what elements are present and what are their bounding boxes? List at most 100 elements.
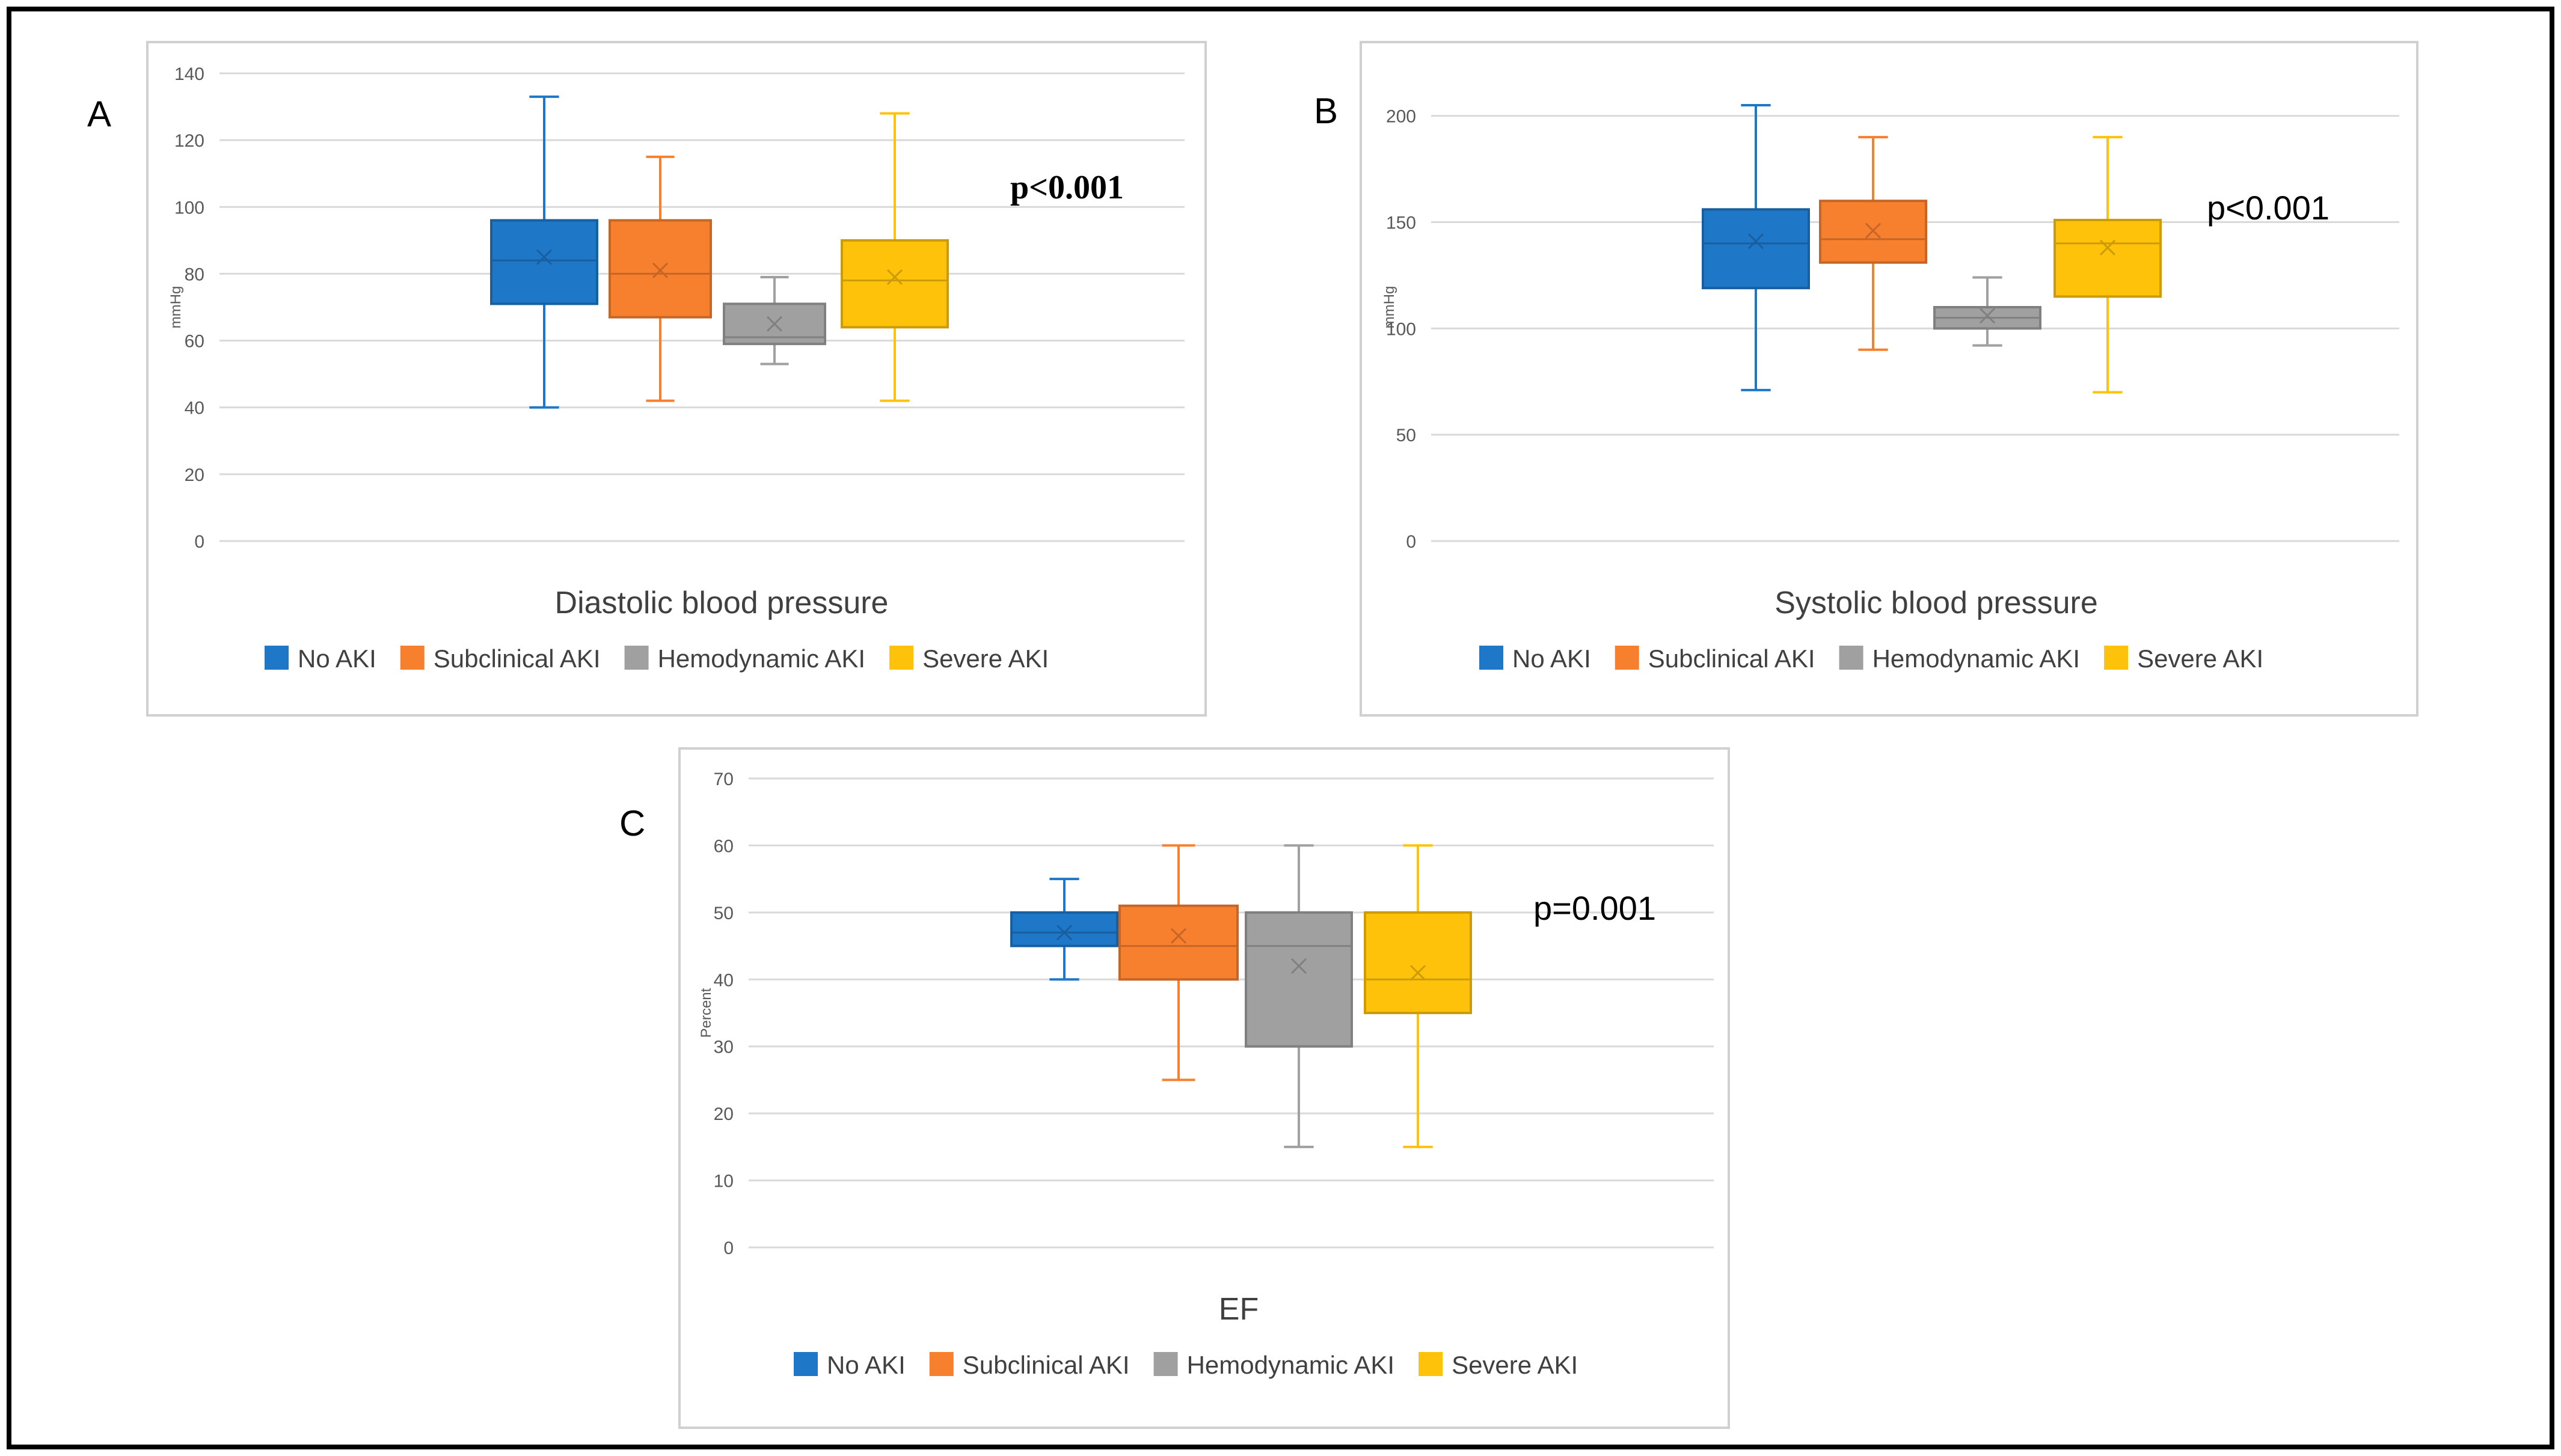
y-tick-label: 40: [714, 970, 734, 990]
y-axis-label: mmHg: [168, 286, 184, 329]
legend-swatch: [794, 1352, 818, 1376]
panel-letter: A: [87, 94, 111, 134]
legend-label: No AKI: [298, 644, 376, 673]
y-tick-label: 140: [174, 64, 204, 84]
y-tick-label: 50: [714, 904, 734, 923]
legend-label: Subclinical AKI: [963, 1351, 1130, 1379]
box-c-1: [1010, 878, 1118, 981]
legend-label: Severe AKI: [2137, 644, 2263, 673]
y-tick-label: 60: [185, 332, 204, 352]
y-tick-label: 100: [174, 198, 204, 218]
panel-b: 0 50 100 150 200 mmHg Bp<0.001 Systolic blood p…: [1314, 41, 2418, 717]
iqr-box: [1010, 911, 1118, 947]
mean-marker: [1409, 965, 1426, 981]
y-tick-label: 120: [174, 131, 204, 151]
y-tick-label: 150: [1386, 213, 1416, 233]
box-b-2: [1819, 136, 1927, 351]
legend-swatch: [2104, 646, 2129, 670]
iqr-box: [1364, 911, 1472, 1015]
p-value: p<0.001: [2207, 189, 2329, 227]
mean-marker: [652, 262, 669, 278]
legend: No AKI Subclinical AKI Hemodynamic AKI Seve…: [265, 644, 1049, 673]
legend-label: Severe AKI: [1452, 1351, 1578, 1379]
legend-label: Subclinical AKI: [434, 644, 601, 673]
panel-letter: B: [1314, 91, 1338, 131]
iqr-box: [1118, 904, 1239, 981]
legend: No AKI Subclinical AKI Hemodynamic AKI Seve…: [794, 1351, 1578, 1379]
y-tick-label: 80: [185, 265, 204, 284]
y-tick-label: 50: [1396, 426, 1416, 445]
p-value: p<0.001: [1010, 169, 1124, 206]
chart-title: Diastolic blood pressure: [555, 586, 889, 620]
y-tick-label: 0: [723, 1238, 734, 1258]
y-axis-label: mmHg: [1381, 286, 1397, 329]
mean-marker: [1979, 308, 1996, 324]
legend-swatch: [1839, 646, 1863, 670]
p-value: p=0.001: [1533, 889, 1656, 927]
legend-label: No AKI: [827, 1351, 906, 1379]
box-a-2: [609, 155, 712, 402]
panel-letter: C: [619, 803, 645, 843]
box-c-3: [1245, 844, 1353, 1148]
iqr-box: [841, 239, 949, 329]
chart-title: Systolic blood pressure: [1774, 586, 2098, 620]
box-b-1: [1702, 104, 1810, 391]
legend-label: Hemodynamic AKI: [1187, 1351, 1394, 1379]
chart-title: EF: [1219, 1292, 1259, 1327]
legend-label: Hemodynamic AKI: [1872, 644, 2080, 673]
box-a-3: [723, 275, 826, 366]
legend-swatch: [889, 646, 914, 670]
box-c-4: [1364, 844, 1472, 1148]
panel-c: 0 10 20 30 40 50 60 70 Percent Cp=0.001 EF No AKI Su…: [619, 747, 1730, 1429]
y-tick-label: 70: [714, 769, 734, 789]
mean-marker: [1747, 233, 1764, 249]
box-b-4: [2053, 136, 2162, 394]
panel-b-border: [1360, 41, 2418, 717]
figure-frame: [7, 7, 2554, 1449]
y-tick-label: 100: [1386, 319, 1416, 339]
box-b-3: [1933, 276, 2041, 347]
y-axis-label: Percent: [698, 988, 714, 1038]
y-tick-label: 10: [714, 1172, 734, 1191]
box-a-4: [841, 112, 949, 402]
legend-label: Hemodynamic AKI: [658, 644, 865, 673]
iqr-box: [490, 219, 598, 305]
box-a-1: [490, 95, 598, 409]
legend-label: Subclinical AKI: [1648, 644, 1815, 673]
y-tick-label: 30: [714, 1038, 734, 1057]
y-tick-label: 20: [714, 1104, 734, 1124]
y-tick-label: 20: [185, 465, 204, 485]
legend-label: No AKI: [1512, 644, 1591, 673]
legend-swatch: [1479, 646, 1503, 670]
legend-swatch: [1615, 646, 1639, 670]
iqr-box: [609, 219, 712, 319]
mean-marker: [1865, 222, 1882, 239]
panel-a-border: [146, 41, 1207, 717]
y-tick-label: 200: [1386, 107, 1416, 127]
iqr-box: [1245, 911, 1353, 1048]
legend-label: Severe AKI: [922, 644, 1049, 673]
legend-swatch: [929, 1352, 954, 1376]
mean-marker: [886, 269, 903, 286]
iqr-box: [1702, 208, 1810, 290]
mean-marker: [2099, 239, 2116, 256]
iqr-box: [2053, 219, 2162, 298]
legend-swatch: [1153, 1352, 1178, 1376]
legend-swatch: [400, 646, 425, 670]
legend-swatch: [265, 646, 289, 670]
mean-marker: [1056, 925, 1073, 941]
legend: No AKI Subclinical AKI Hemodynamic AKI Seve…: [1479, 644, 2263, 673]
panel-a: 0 20 40 60 80 100 120 140 mmHg Ap<0.001 Diastolic …: [87, 41, 1207, 717]
legend-swatch: [624, 646, 649, 670]
panel-c-border: [678, 747, 1730, 1429]
mean-marker: [536, 249, 553, 265]
mean-marker: [1170, 928, 1187, 944]
y-tick-label: 0: [1406, 532, 1416, 552]
y-tick-label: 60: [714, 836, 734, 856]
legend-swatch: [1419, 1352, 1443, 1376]
y-tick-label: 0: [194, 532, 204, 552]
box-c-2: [1118, 844, 1239, 1081]
mean-marker: [766, 316, 783, 332]
y-tick-label: 40: [185, 399, 204, 418]
